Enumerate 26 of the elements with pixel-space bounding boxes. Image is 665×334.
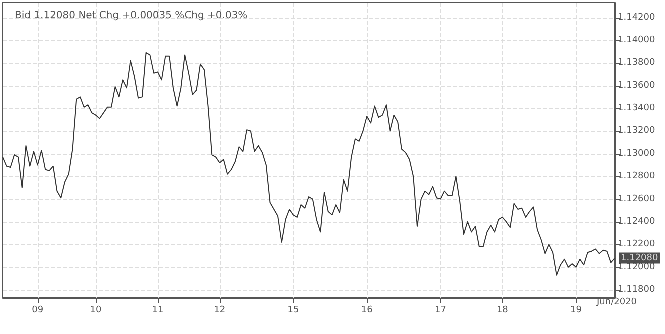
line-series: [2, 52, 616, 276]
y-tick-label: 1.14000: [618, 35, 656, 46]
x-tick-label: 19: [570, 306, 582, 316]
y-tick-label: 1.12000: [618, 262, 656, 272]
y-tick-label: 1.12200: [618, 240, 656, 250]
x-tick-label: 15: [288, 306, 300, 316]
y-tick-label: 1.12800: [618, 172, 656, 182]
y-tick-label: 1.12600: [618, 194, 656, 204]
y-tick-label: 1.13600: [618, 80, 656, 91]
x-tick-label: 10: [90, 306, 102, 316]
x-tick-label: 11: [152, 306, 164, 316]
y-tick-label: 1.12400: [618, 216, 656, 227]
x-tick-label: 09: [32, 306, 44, 316]
x-tick-label: 17: [434, 306, 446, 316]
x-tick-label: 16: [361, 306, 374, 316]
y-tick-label: 1.11800: [618, 285, 656, 296]
y-tick-label: 1.13800: [618, 58, 656, 68]
y-tick-label: 1.13400: [618, 104, 656, 114]
text: 1.12080: [621, 253, 658, 264]
x-tick-label: 12: [214, 306, 226, 316]
y-tick-label: 1.13200: [618, 126, 656, 136]
x-tick-label: 18: [496, 306, 509, 316]
y-tick-label: 1.13000: [618, 148, 656, 159]
text: Bid 1.12080 Net Chg +0.00035 %Chg +0.03%: [15, 10, 248, 22]
x-axis-title: Jun/2020: [596, 298, 638, 308]
y-tick-label: 1.14200: [618, 12, 656, 23]
